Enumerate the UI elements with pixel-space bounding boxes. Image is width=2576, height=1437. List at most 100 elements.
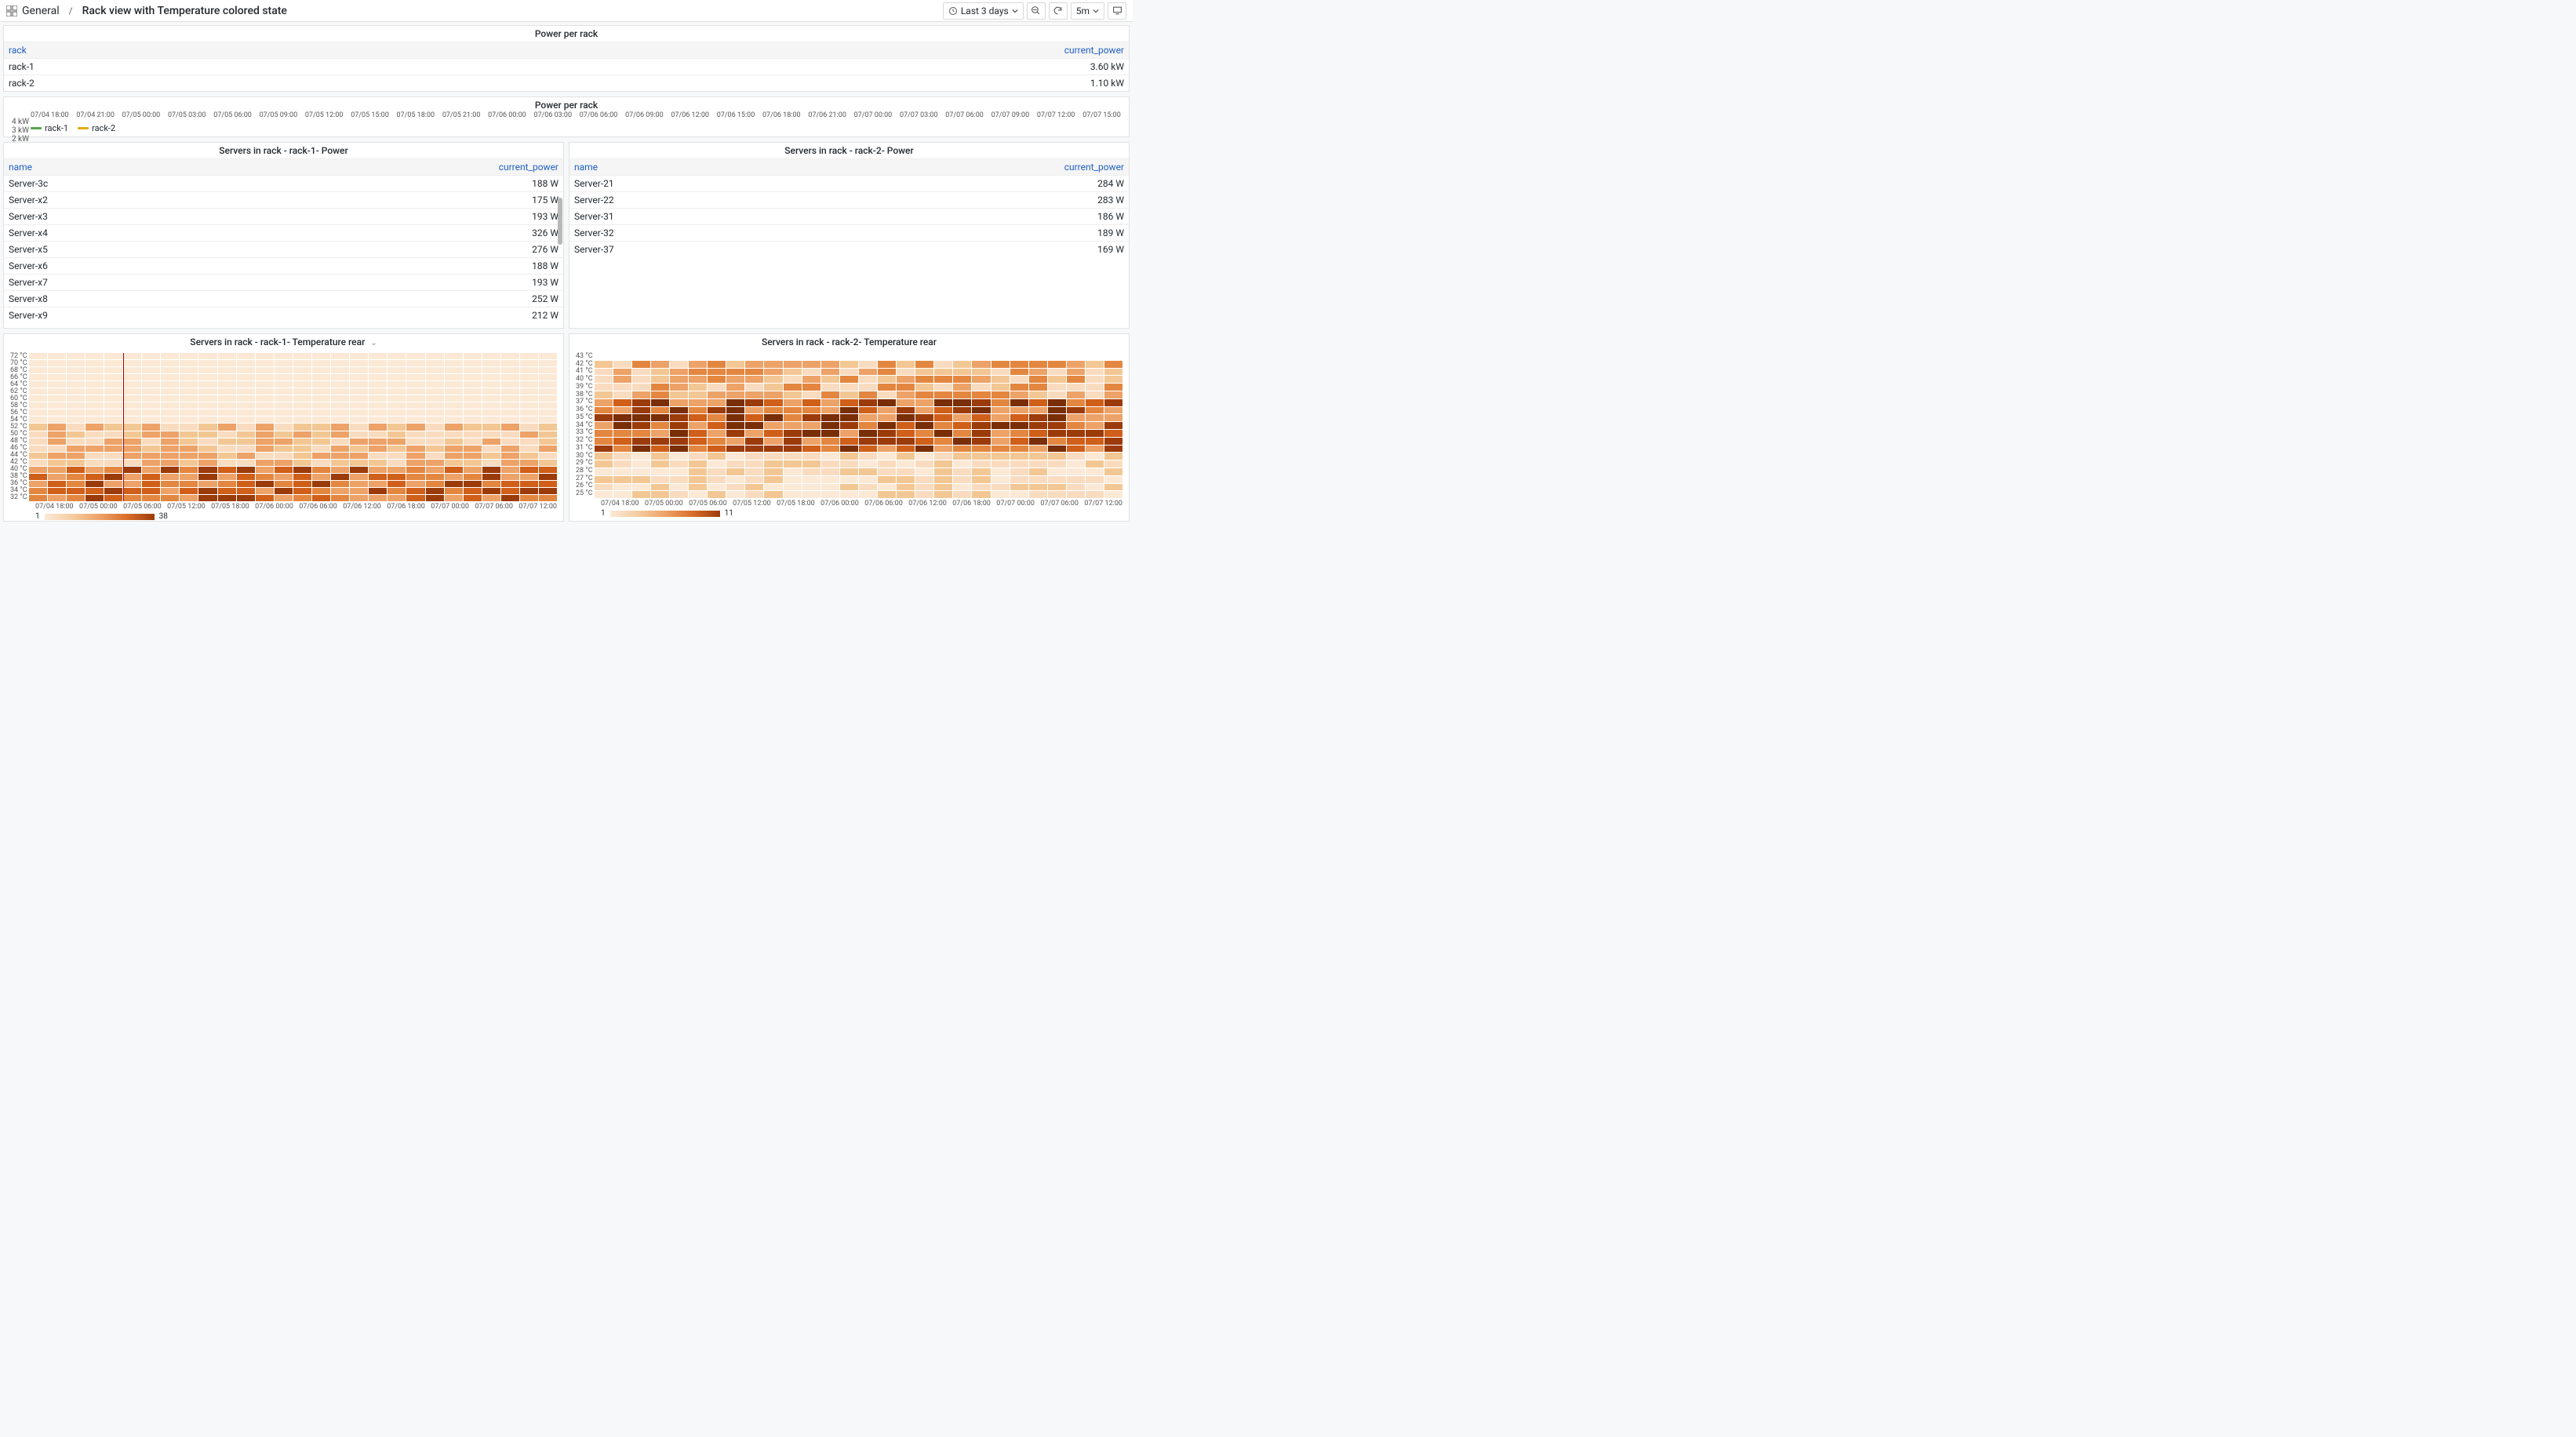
cell-value: 1.10 kW [566, 78, 1124, 89]
table-row[interactable]: Server-3c188 W [4, 175, 563, 191]
chart-area[interactable]: 4 kW3 kW2 kW1 kW0 W 07/04 18:0007/04 21:… [4, 113, 1129, 136]
table-row[interactable]: Server-x7193 W [4, 274, 563, 290]
table-row[interactable]: Server-x9212 W [4, 307, 563, 323]
zoom-out-button[interactable] [1027, 2, 1046, 20]
col-current-power[interactable]: current_power [284, 162, 559, 173]
chart-legend: rack-1 rack-2 [31, 123, 115, 133]
cell-value: 283 W [850, 195, 1125, 206]
panel-title[interactable]: Servers in rack - rack-2- Power [569, 143, 1129, 158]
cell-name: Server-x6 [9, 260, 284, 271]
colorbar [610, 511, 720, 517]
breadcrumb-dashboard[interactable]: Rack view with Temperature colored state [82, 5, 287, 17]
heatmap-yaxis: 72 °C70 °C68 °C66 °C64 °C62 °C60 °C58 °C… [10, 353, 27, 501]
breadcrumb-folder[interactable]: General [22, 5, 60, 17]
heatmap-grid[interactable] [29, 353, 557, 501]
cell-value: 3.60 kW [566, 61, 1124, 72]
cell-value: 193 W [284, 211, 559, 222]
panel-rack2-temp: Servers in rack - rack-2- Temperature re… [569, 333, 1130, 522]
chevron-down-icon [1012, 8, 1018, 14]
heatmap-grid[interactable] [595, 353, 1122, 498]
scale-min: 1 [35, 512, 40, 521]
breadcrumb: General / Rack view with Temperature col… [6, 5, 287, 17]
cell-name: Server-3c [9, 178, 284, 189]
table-body: rack-13.60 kWrack-21.10 kW [4, 58, 1129, 91]
table-header: rack current_power [4, 42, 1129, 58]
scale-max: 11 [725, 509, 733, 518]
panel-title[interactable]: Servers in rack - rack-1- Temperature re… [4, 334, 563, 350]
table-body: Server-3c188 WServer-x2175 WServer-x3193… [4, 175, 563, 328]
table-row[interactable]: Server-37169 W [569, 241, 1129, 257]
refresh-interval-label: 5m [1076, 5, 1090, 16]
clock-icon [948, 6, 958, 16]
cycle-view-button[interactable] [1108, 2, 1126, 20]
scrollbar-handle[interactable] [558, 198, 562, 245]
cell-value: 276 W [284, 244, 559, 255]
cell-name: Server-x7 [9, 277, 284, 288]
refresh-button[interactable] [1049, 2, 1068, 20]
refresh-interval-picker[interactable]: 5m [1071, 2, 1104, 20]
legend-item[interactable]: rack-2 [78, 123, 115, 133]
cell-name: Server-x2 [9, 195, 284, 206]
toolbar-right: Last 3 days 5m [943, 2, 1126, 20]
cell-value: 175 W [284, 195, 559, 206]
panel-rack1-temp: Servers in rack - rack-1- Temperature re… [3, 333, 564, 522]
col-current-power[interactable]: current_power [566, 45, 1124, 56]
cell-value: 186 W [850, 211, 1125, 222]
cell-name: rack-1 [9, 61, 566, 72]
heatmap-xaxis: 07/04 18:0007/05 00:0007/05 06:0007/05 1… [4, 503, 563, 511]
cell-value: 189 W [850, 227, 1125, 238]
panel-rack2-power: Servers in rack - rack-2- Power name cur… [569, 142, 1130, 329]
table-row[interactable]: rack-21.10 kW [4, 75, 1129, 91]
table-row[interactable]: rack-13.60 kW [4, 58, 1129, 75]
cell-value: 252 W [284, 293, 559, 304]
x-axis: 07/04 18:0007/04 21:0007/05 00:0007/05 0… [31, 111, 1121, 119]
heatmap-scale: 1 11 [569, 507, 1129, 521]
colorbar [45, 514, 155, 520]
cell-name: Server-32 [574, 227, 850, 238]
time-range-picker[interactable]: Last 3 days [943, 2, 1024, 20]
panel-title[interactable]: Power per rack [4, 26, 1129, 42]
heatmap-xaxis: 07/04 18:0007/05 00:0007/05 06:0007/05 1… [569, 500, 1129, 507]
panel-rack1-power: Servers in rack - rack-1- Power name cur… [3, 142, 564, 329]
panel-title[interactable]: Servers in rack - rack-1- Power [4, 143, 563, 158]
time-range-label: Last 3 days [961, 5, 1009, 16]
panel-power-table: Power per rack rack current_power rack-1… [3, 25, 1130, 92]
table-row[interactable]: Server-x2175 W [4, 191, 563, 208]
cell-value: 326 W [284, 227, 559, 238]
table-row[interactable]: Server-32189 W [569, 224, 1129, 241]
cell-name: rack-2 [9, 78, 566, 89]
cell-name: Server-37 [574, 244, 850, 255]
table-row[interactable]: Server-x5276 W [4, 241, 563, 257]
col-name[interactable]: name [574, 162, 850, 173]
panel-title[interactable]: Power per rack [4, 97, 1129, 113]
heatmap-yaxis: 43 °C42 °C41 °C40 °C39 °C38 °C37 °C36 °C… [576, 353, 593, 498]
chevron-down-icon [1093, 8, 1099, 14]
cell-value: 284 W [850, 178, 1125, 189]
col-rack[interactable]: rack [9, 45, 566, 56]
legend-item[interactable]: rack-1 [31, 123, 68, 133]
table-row[interactable]: Server-x4326 W [4, 224, 563, 241]
table-row[interactable]: Server-x6188 W [4, 257, 563, 274]
chevron-down-icon: ⌄ [370, 339, 377, 347]
cell-name: Server-31 [574, 211, 850, 222]
panel-title[interactable]: Servers in rack - rack-2- Temperature re… [569, 334, 1129, 350]
col-current-power[interactable]: current_power [850, 162, 1125, 173]
dashboards-icon[interactable] [6, 5, 17, 16]
table-row[interactable]: Server-31186 W [569, 208, 1129, 224]
table-body: Server-21284 WServer-22283 WServer-31186… [569, 175, 1129, 257]
table-row[interactable]: Server-x8252 W [4, 290, 563, 307]
table-row[interactable]: Server-21284 W [569, 175, 1129, 191]
table-row[interactable]: Server-22283 W [569, 191, 1129, 208]
zoom-out-icon [1031, 5, 1041, 16]
panel-power-chart: Power per rack 4 kW3 kW2 kW1 kW0 W 07/04… [3, 96, 1130, 137]
table-header: name current_power [569, 158, 1129, 175]
cell-name: Server-x5 [9, 244, 284, 255]
cell-name: Server-22 [574, 195, 850, 206]
col-name[interactable]: name [9, 162, 284, 173]
cell-name: Server-x3 [9, 211, 284, 222]
cell-value: 212 W [284, 310, 559, 321]
scale-max: 38 [159, 512, 168, 521]
table-row[interactable]: Server-x3193 W [4, 208, 563, 224]
cell-name: Server-21 [574, 178, 850, 189]
panel-title-text: Servers in rack - rack-1- Temperature re… [190, 337, 365, 347]
